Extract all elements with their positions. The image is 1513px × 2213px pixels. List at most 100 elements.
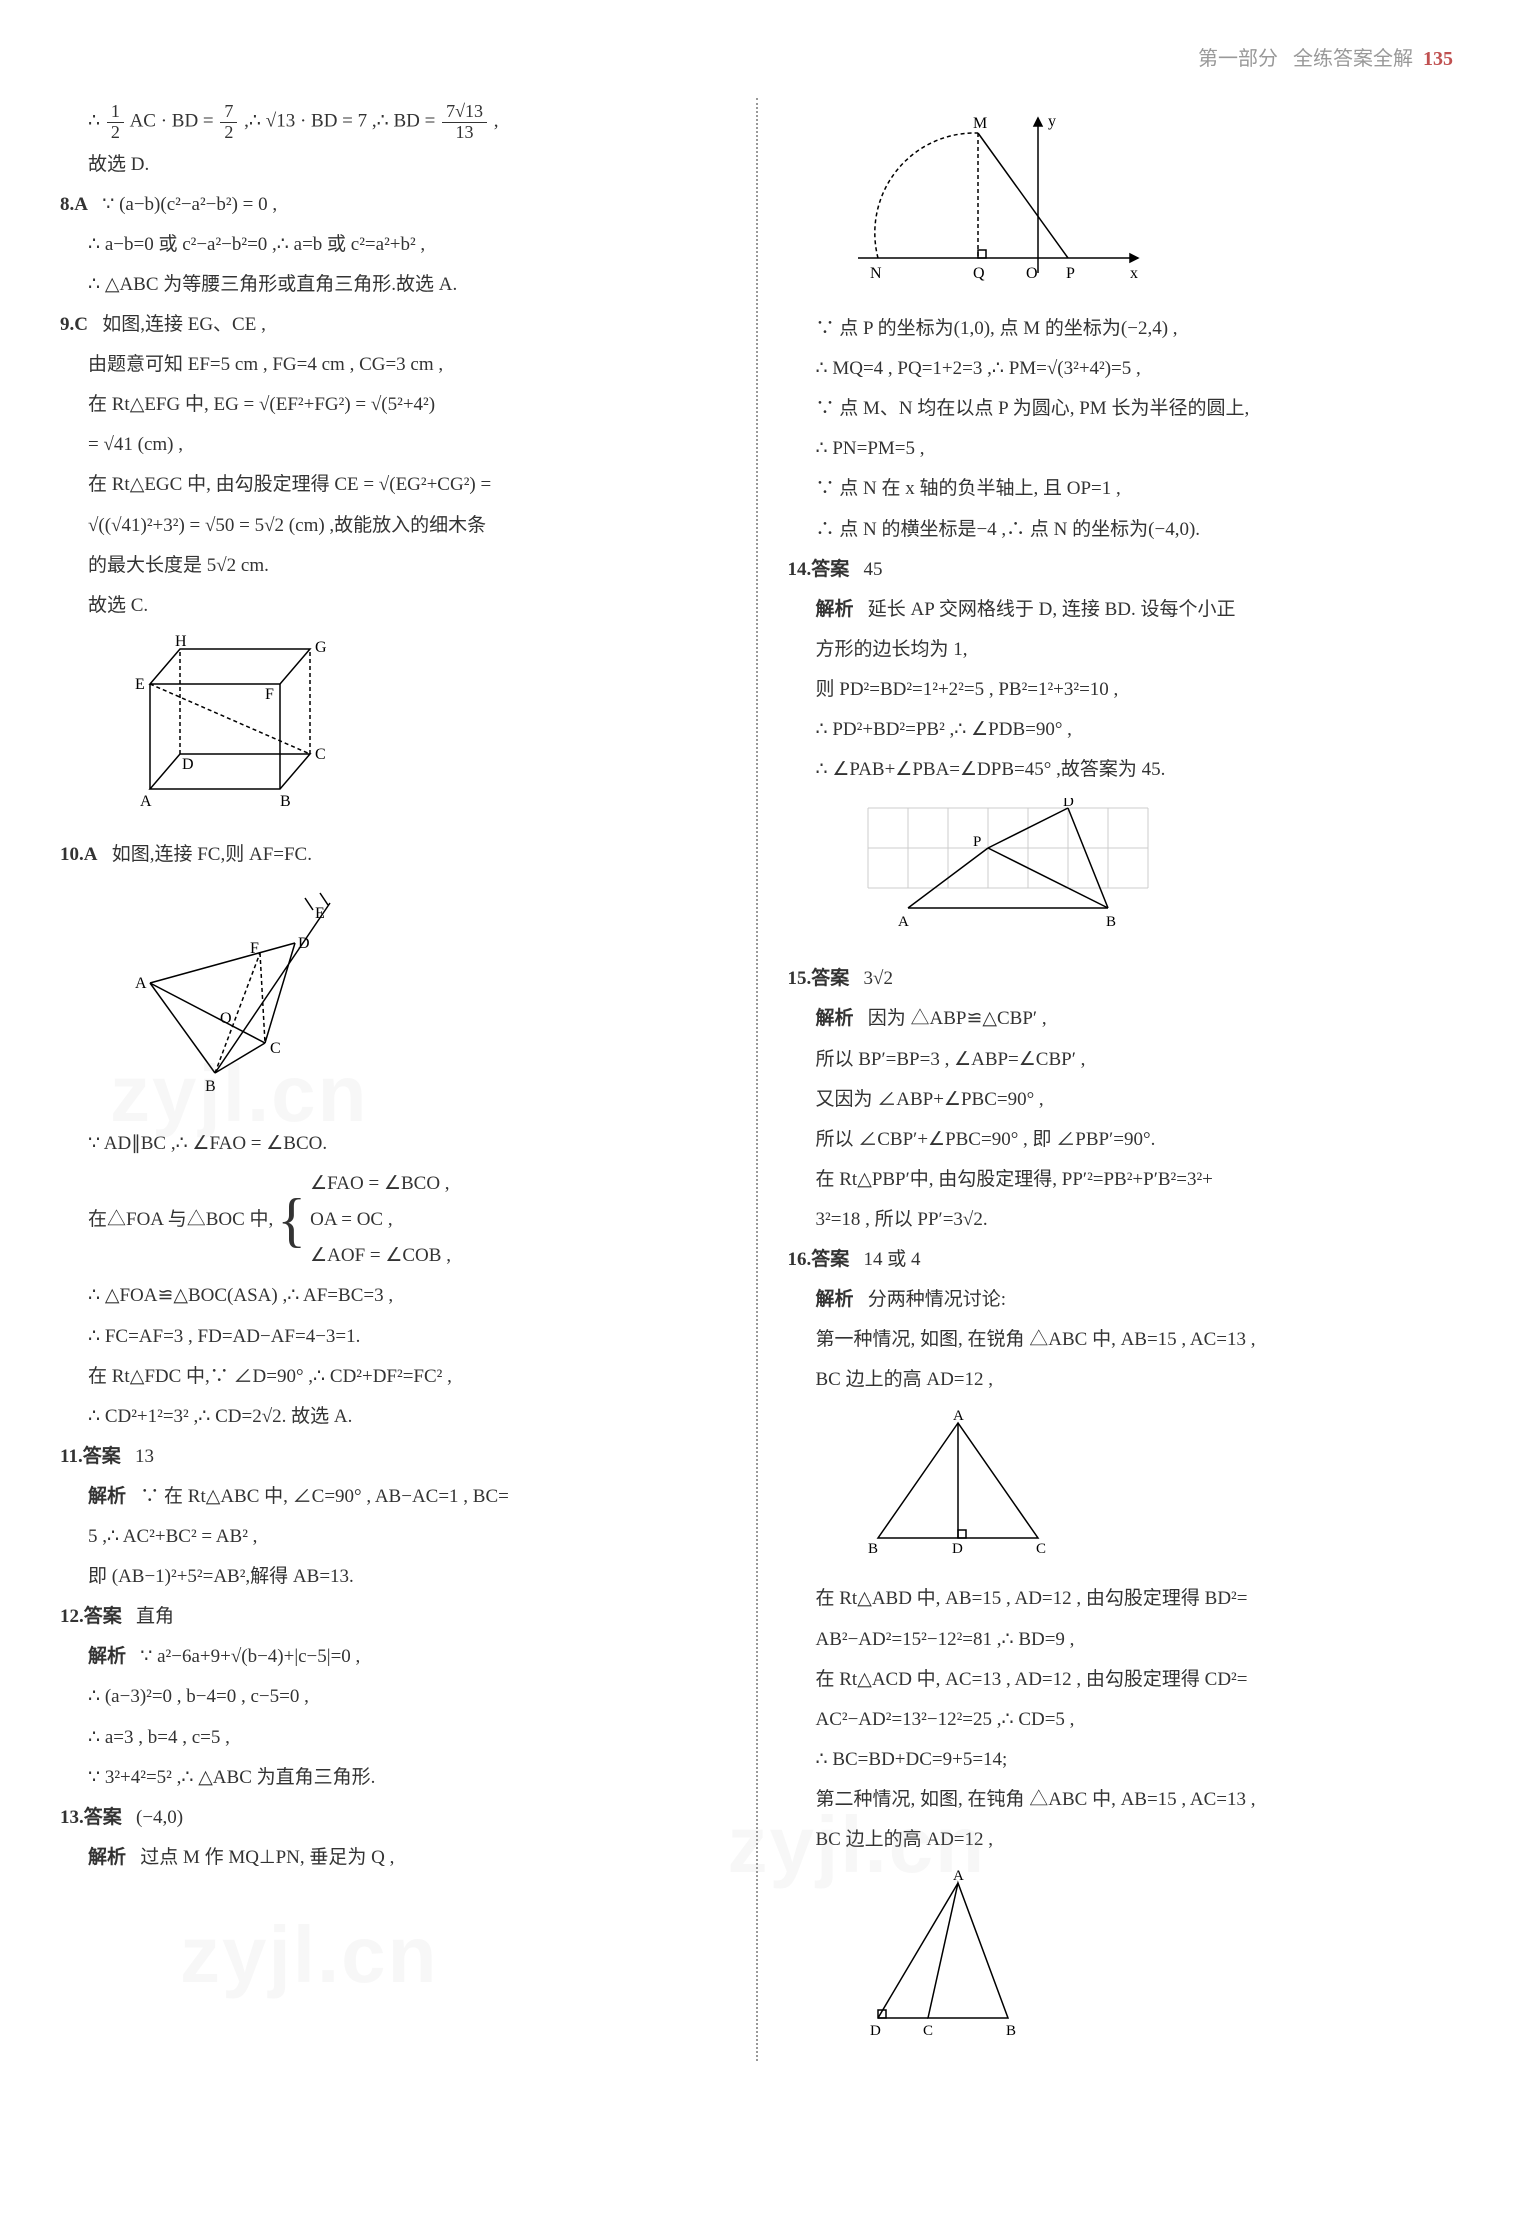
q11: 11.答案 13 [60, 1439, 726, 1475]
svg-text:P: P [1066, 265, 1075, 282]
svg-text:D: D [182, 756, 194, 773]
q15-l6: 3²=18 , 所以 PP′=3√2. [788, 1202, 1454, 1238]
q11-l3: 即 (AB−1)²+5²=AB²,解得 AB=13. [60, 1559, 726, 1595]
r1-l5: ∵ 点 N 在 x 轴的负半轴上, 且 OP=1 , [788, 471, 1454, 507]
q16-l4: 在 Rt△ABD 中, AB=15 , AD=12 , 由勾股定理得 BD²= [788, 1581, 1454, 1617]
content-columns: ∴ 12 AC · BD = 72 ,∴ √13 · BD = 7 ,∴ BD … [60, 98, 1453, 2061]
q16: 16.答案 14 或 4 [788, 1242, 1454, 1278]
q8-l3: ∴ △ABC 为等腰三角形或直角三角形.故选 A. [60, 267, 726, 303]
q15-l5: 在 Rt△PBP′中, 由勾股定理得, PP′²=PB²+P′B²=3²+ [788, 1162, 1454, 1198]
q14-jx: 解析 延长 AP 交网格线于 D, 连接 BD. 设每个小正 [788, 592, 1454, 628]
q12-l2: ∴ (a−3)²=0 , b−4=0 , c−5=0 , [60, 1679, 726, 1715]
r1-l6: ∴ 点 N 的横坐标是−4 ,∴ 点 N 的坐标为(−4,0). [788, 512, 1454, 548]
q16-l3: BC 边上的高 AD=12 , [788, 1362, 1454, 1398]
q9-num: 9.C [60, 314, 88, 335]
svg-text:Q: Q [973, 265, 985, 282]
watermark-icon: zyjl.cn [180, 1879, 439, 2031]
svg-text:G: G [315, 639, 327, 656]
r1-l1: ∵ 点 P 的坐标为(1,0), 点 M 的坐标为(−2,4) , [788, 311, 1454, 347]
r1-l3: ∵ 点 M、N 均在以点 P 为圆心, PM 长为半径的圆上, [788, 391, 1454, 427]
pre8-line1: ∴ 12 AC · BD = 72 ,∴ √13 · BD = 7 ,∴ BD … [60, 102, 726, 143]
q15: 15.答案 3√2 [788, 961, 1454, 997]
q10-l5: ∴ FC=AF=3 , FD=AD−AF=4−3=1. [60, 1319, 726, 1355]
r1-l4: ∴ PN=PM=5 , [788, 431, 1454, 467]
svg-text:B: B [1106, 914, 1116, 930]
svg-text:A: A [953, 1868, 964, 1884]
q11-jx: 解析 ∵ 在 Rt△ABC 中, ∠C=90° , AB−AC=1 , BC= [60, 1479, 726, 1515]
svg-text:E: E [315, 905, 325, 922]
svg-text:M: M [973, 115, 987, 132]
svg-text:O: O [220, 1010, 232, 1027]
svg-text:B: B [1006, 2023, 1016, 2038]
q11-l2: 5 ,∴ AC²+BC² = AB² , [60, 1519, 726, 1555]
q9-l6: √((√41)²+3²) = √50 = 5√2 (cm) ,故能放入的细木条 [60, 508, 726, 544]
q9-l2: 由题意可知 EF=5 cm , FG=4 cm , CG=3 cm , [60, 347, 726, 383]
svg-text:D: D [952, 1541, 963, 1557]
svg-text:D: D [298, 935, 310, 952]
q14-num: 14.答案 [788, 559, 850, 580]
q12-l4: ∵ 3²+4²=5² ,∴ △ABC 为直角三角形. [60, 1760, 726, 1796]
svg-text:C: C [923, 2023, 933, 2038]
coord-diagram: M y N Q O P x [848, 108, 1454, 301]
header-section: 第一部分 [1198, 48, 1278, 70]
svg-text:O: O [1026, 265, 1038, 282]
left-column: ∴ 12 AC · BD = 72 ,∴ √13 · BD = 7 ,∴ BD … [60, 98, 726, 2061]
svg-text:P: P [973, 834, 981, 850]
q16-l5: AB²−AD²=15²−12²=81 ,∴ BD=9 , [788, 1622, 1454, 1658]
q12-l3: ∴ a=3 , b=4 , c=5 , [60, 1720, 726, 1756]
q9-l5: 在 Rt△EGC 中, 由勾股定理得 CE = √(EG²+CG²) = [60, 467, 726, 503]
q9: 9.C 如图,连接 EG、CE , [60, 307, 726, 343]
q16-l8: ∴ BC=BD+DC=9+5=14; [788, 1742, 1454, 1778]
q10-num: 10.A [60, 844, 97, 865]
q14-l5: ∴ ∠PAB+∠PBA=∠DPB=45° ,故答案为 45. [788, 752, 1454, 788]
q15-l2: 所以 BP′=BP=3 , ∠ABP=∠CBP′ , [788, 1042, 1454, 1078]
pre8-line2: 故选 D. [60, 147, 726, 183]
q15-l4: 所以 ∠CBP′+∠PBC=90° , 即 ∠PBP′=90°. [788, 1122, 1454, 1158]
q14: 14.答案 45 [788, 552, 1454, 588]
q16-l9: 第二种情况, 如图, 在钝角 △ABC 中, AB=15 , AC=13 , [788, 1782, 1454, 1818]
svg-text:y: y [1048, 113, 1056, 130]
svg-text:E: E [135, 676, 145, 693]
svg-text:D: D [1063, 798, 1074, 810]
q13-jx: 解析 过点 M 作 MQ⊥PN, 垂足为 Q , [60, 1840, 726, 1876]
r1-l2: ∴ MQ=4 , PQ=1+2=3 ,∴ PM=√(3²+4²)=5 , [788, 351, 1454, 387]
q15-jx: 解析 因为 △ABP≌△CBP′ , [788, 1001, 1454, 1037]
q16-num: 16.答案 [788, 1249, 850, 1270]
svg-text:A: A [898, 914, 909, 930]
q15-l3: 又因为 ∠ABP+∠PBC=90° , [788, 1082, 1454, 1118]
svg-text:C: C [1036, 1541, 1046, 1557]
page-header: 第一部分 全练答案全解 135 [60, 40, 1453, 78]
q13-num: 13.答案 [60, 1807, 122, 1828]
page-number: 135 [1423, 48, 1453, 70]
svg-text:C: C [270, 1040, 281, 1057]
svg-text:A: A [953, 1408, 964, 1424]
svg-text:A: A [135, 975, 147, 992]
triangle2-diagram: A D C B [848, 1868, 1454, 2051]
q12: 12.答案 直角 [60, 1599, 726, 1635]
header-subtitle: 全练答案全解 [1293, 48, 1413, 70]
svg-text:x: x [1130, 265, 1138, 282]
cube-diagram: H G E F D C A B [120, 634, 726, 827]
q9-l7: 的最大长度是 5√2 cm. [60, 548, 726, 584]
q10-l6: 在 Rt△FDC 中,∵ ∠D=90° ,∴ CD²+DF²=FC² , [60, 1359, 726, 1395]
q14-l2: 方形的边长均为 1, [788, 632, 1454, 668]
svg-text:F: F [265, 686, 274, 703]
q16-l6: 在 Rt△ACD 中, AC=13 , AD=12 , 由勾股定理得 CD²= [788, 1662, 1454, 1698]
svg-text:D: D [870, 2023, 881, 2038]
q16-l2: 第一种情况, 如图, 在锐角 △ABC 中, AB=15 , AC=13 , [788, 1322, 1454, 1358]
q16-l7: AC²−AD²=13²−12²=25 ,∴ CD=5 , [788, 1702, 1454, 1738]
q16-jx: 解析 分两种情况讨论: [788, 1282, 1454, 1318]
svg-text:C: C [315, 746, 326, 763]
q10-diagram: E D F A O C B [120, 883, 726, 1116]
q12-num: 12.答案 [60, 1606, 122, 1627]
q8: 8.A ∵ (a−b)(c²−a²−b²) = 0 , [60, 187, 726, 223]
q8-num: 8.A [60, 194, 88, 215]
q9-l8: 故选 C. [60, 588, 726, 624]
svg-text:B: B [280, 793, 291, 810]
q14-l3: 则 PD²=BD²=1²+2²=5 , PB²=1²+3²=10 , [788, 672, 1454, 708]
grid-diagram: D P A B [848, 798, 1454, 951]
q15-num: 15.答案 [788, 968, 850, 989]
q10-l2: ∵ AD∥BC ,∴ ∠FAO = ∠BCO. [60, 1126, 726, 1162]
column-divider [756, 98, 758, 2061]
q10-l4: ∴ △FOA≌△BOC(ASA) ,∴ AF=BC=3 , [60, 1278, 726, 1314]
